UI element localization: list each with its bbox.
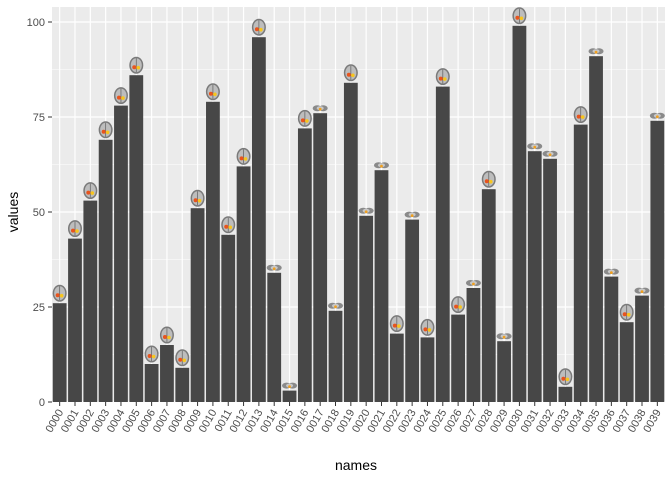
brain-icon bbox=[512, 7, 527, 25]
bar-0029 bbox=[497, 341, 511, 402]
brain-icon bbox=[389, 315, 404, 333]
bar-0009 bbox=[190, 208, 205, 402]
brain-icon bbox=[113, 87, 128, 105]
brain-icon bbox=[266, 264, 282, 271]
brain-icon bbox=[312, 105, 328, 112]
brain-icon bbox=[649, 112, 665, 119]
brain-icon bbox=[175, 349, 190, 367]
brain-icon bbox=[603, 268, 619, 275]
bar-0006 bbox=[144, 364, 159, 402]
bar-0032 bbox=[543, 158, 557, 402]
bar-0021 bbox=[374, 170, 389, 402]
brain-icon bbox=[634, 287, 650, 294]
bar-0035 bbox=[589, 56, 603, 402]
bar-0030 bbox=[512, 25, 527, 403]
brain-icon bbox=[83, 182, 98, 200]
brain-icon bbox=[481, 170, 496, 188]
bar-0019 bbox=[343, 82, 358, 403]
brain-icon bbox=[542, 150, 558, 157]
bar-0017 bbox=[313, 113, 328, 402]
bar-0031 bbox=[527, 151, 542, 402]
bar-0005 bbox=[129, 75, 144, 402]
brain-icon bbox=[373, 162, 389, 169]
bar-0010 bbox=[206, 101, 220, 403]
brain-icon bbox=[159, 326, 174, 344]
bar-0022 bbox=[389, 333, 404, 402]
brain-icon bbox=[67, 220, 82, 238]
bar-0013 bbox=[251, 37, 266, 402]
brain-icon bbox=[251, 18, 266, 36]
bar-0012 bbox=[236, 166, 251, 402]
y-tick-label: 75 bbox=[33, 112, 45, 124]
brain-icon bbox=[465, 280, 481, 286]
brain-icon bbox=[435, 68, 450, 86]
brain-icon bbox=[236, 147, 251, 165]
brain-icon bbox=[98, 121, 113, 139]
bar-0026 bbox=[451, 314, 466, 402]
bar-0003 bbox=[98, 139, 113, 403]
bar-0025 bbox=[435, 86, 450, 402]
bar-0007 bbox=[160, 345, 174, 402]
y-tick-label: 100 bbox=[27, 17, 45, 29]
bar-0028 bbox=[481, 189, 496, 402]
brain-icon bbox=[451, 296, 466, 314]
bar-0033 bbox=[558, 386, 573, 402]
bar-0000 bbox=[52, 303, 67, 402]
brain-icons bbox=[52, 7, 665, 389]
brain-icon bbox=[282, 382, 298, 389]
brain-icon bbox=[190, 189, 205, 207]
bar-0016 bbox=[297, 128, 312, 402]
x-axis: 0000000100020003000400050006000700080009… bbox=[44, 402, 664, 435]
brain-icon bbox=[358, 207, 374, 214]
y-tick-label: 25 bbox=[33, 302, 45, 314]
bar-0020 bbox=[359, 215, 374, 402]
bar-0037 bbox=[619, 322, 634, 402]
bar-0039 bbox=[650, 120, 665, 403]
bar-0038 bbox=[635, 295, 649, 402]
y-axis: 0 25 50 75 100 bbox=[27, 17, 52, 409]
brain-icon bbox=[573, 106, 588, 124]
bar-0015 bbox=[282, 390, 297, 402]
bar-0024 bbox=[420, 337, 435, 402]
bar-0014 bbox=[267, 272, 282, 402]
brain-icon bbox=[52, 284, 67, 302]
brain-icon bbox=[619, 303, 634, 321]
bar-0036 bbox=[604, 276, 619, 402]
y-tick-label: 50 bbox=[33, 207, 45, 219]
brain-icon bbox=[558, 368, 573, 386]
brain-icon bbox=[404, 211, 420, 218]
brain-icon bbox=[527, 143, 543, 150]
bar-0023 bbox=[405, 219, 420, 402]
bar-0004 bbox=[114, 105, 128, 402]
y-axis-title: values bbox=[5, 192, 21, 232]
brain-icon bbox=[129, 56, 144, 74]
brain-icon bbox=[588, 48, 604, 55]
brain-icon bbox=[205, 83, 220, 101]
bars bbox=[52, 25, 665, 403]
bar-0008 bbox=[175, 367, 190, 402]
bar-0011 bbox=[221, 234, 236, 402]
bar-0002 bbox=[83, 200, 98, 402]
bar-0018 bbox=[328, 310, 343, 402]
minor-gridlines bbox=[52, 69, 665, 355]
brain-icon bbox=[420, 318, 435, 336]
plot-panel bbox=[52, 7, 665, 402]
brain-icon bbox=[297, 109, 312, 127]
brain-icon bbox=[221, 216, 236, 234]
brain-icon bbox=[496, 333, 512, 340]
x-axis-title: names bbox=[335, 457, 377, 473]
brain-icon bbox=[328, 302, 344, 309]
brain-icon bbox=[144, 345, 159, 363]
bar-0034 bbox=[573, 124, 588, 402]
y-tick-label: 0 bbox=[39, 397, 45, 409]
brain-icon bbox=[343, 64, 358, 82]
bar-0001 bbox=[68, 238, 82, 402]
bar-0027 bbox=[466, 288, 481, 402]
